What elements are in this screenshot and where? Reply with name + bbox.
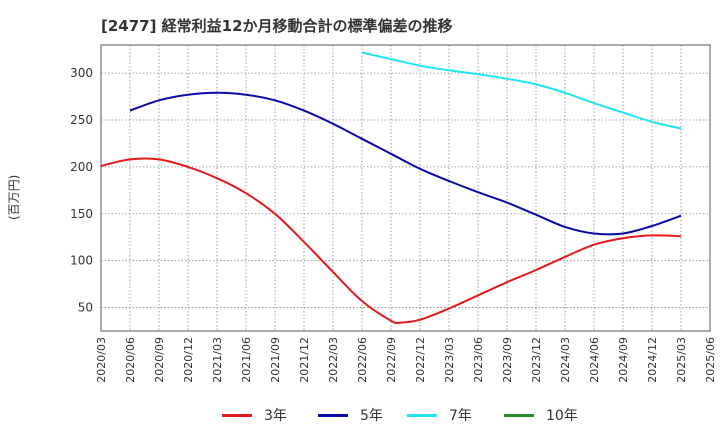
legend-swatch (222, 413, 252, 417)
x-tick-label: 2023/09 (501, 337, 514, 383)
x-tick-label: 2020/09 (153, 337, 166, 383)
legend-item: 5年 (318, 403, 383, 427)
x-tick-label: 2025/06 (704, 337, 717, 383)
legend-label: 5年 (360, 408, 383, 424)
y-tick-label: 200 (70, 160, 93, 174)
x-tick-label: 2021/09 (269, 337, 282, 383)
x-tick-label: 2022/12 (414, 337, 427, 383)
x-tick-label: 2024/12 (646, 337, 659, 383)
legend: 3年 5年 7年 10年 (0, 403, 720, 427)
legend-item: 3年 (222, 403, 287, 427)
x-tick-label: 2021/06 (240, 337, 253, 383)
x-tick-label: 2021/12 (298, 337, 311, 383)
legend-item: 7年 (407, 403, 472, 427)
x-tick-label: 2022/06 (356, 337, 369, 383)
x-tick-label: 2022/09 (385, 337, 398, 383)
x-tick-label: 2020/12 (182, 337, 195, 383)
legend-label: 3年 (264, 408, 287, 424)
x-tick-label: 2024/09 (617, 337, 630, 383)
legend-label: 7年 (449, 408, 472, 424)
y-tick-label: 150 (70, 207, 93, 221)
legend-label: 10年 (546, 408, 578, 424)
x-tick-label: 2023/06 (472, 337, 485, 383)
x-tick-label: 2025/03 (675, 337, 688, 383)
x-tick-label: 2023/03 (443, 337, 456, 383)
plot-frame (100, 44, 711, 332)
legend-swatch (318, 413, 348, 417)
x-tick-label: 2021/03 (211, 337, 224, 383)
legend-swatch (407, 413, 437, 417)
x-tick-label: 2022/03 (327, 337, 340, 383)
y-tick-label: 50 (78, 301, 93, 315)
legend-swatch (504, 413, 534, 417)
chart-title: [2477] 経常利益12か月移動合計の標準偏差の推移 (101, 17, 453, 35)
x-tick-label: 2020/03 (95, 337, 108, 383)
x-tick-label: 2020/06 (124, 337, 137, 383)
y-tick-label: 100 (70, 254, 93, 268)
x-tick-label: 2024/06 (588, 337, 601, 383)
y-tick-label: 250 (70, 113, 93, 127)
plot-background (101, 45, 710, 331)
series-line-0 (100, 157, 682, 325)
x-tick-label: 2023/12 (530, 337, 543, 383)
series-line-1 (129, 91, 682, 236)
legend-item: 10年 (504, 403, 578, 427)
y-tick-label: 300 (70, 66, 93, 80)
x-tick-label: 2024/03 (559, 337, 572, 383)
series-line-2 (361, 51, 682, 130)
